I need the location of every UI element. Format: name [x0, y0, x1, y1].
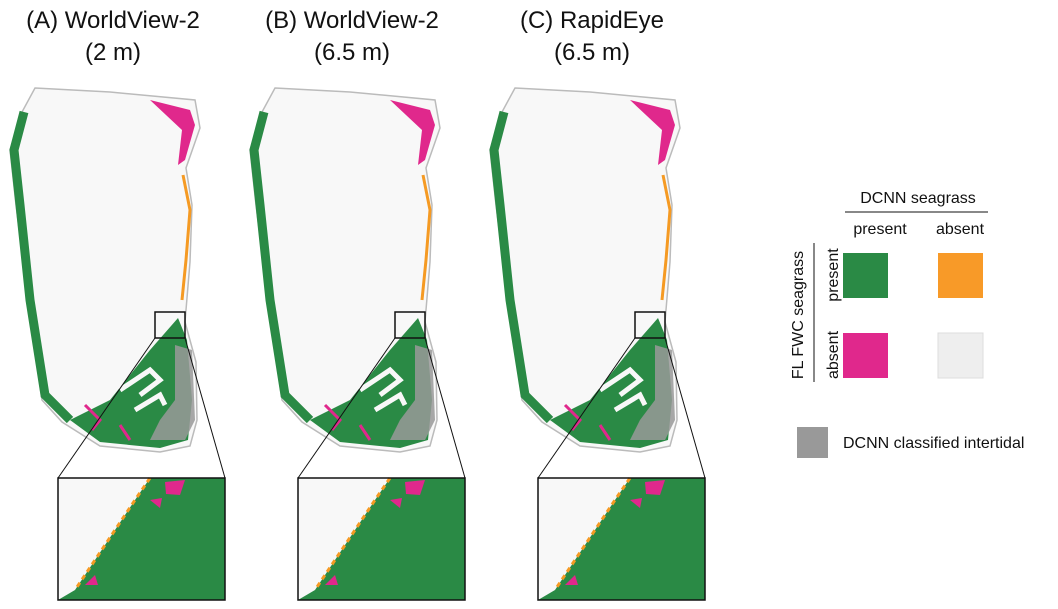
panel-b: (B) WorldView-2 (6.5 m)	[250, 7, 465, 600]
panel-subtitle: (6.5 m)	[554, 39, 630, 66]
panel-a: (A) WorldView-2 (2 m)	[10, 7, 225, 600]
legend-row: present	[825, 248, 842, 302]
map	[10, 88, 225, 600]
panel-subtitle: (6.5 m)	[314, 39, 390, 66]
legend-column-header: DCNN seagrass	[860, 190, 976, 207]
panel-title: (C) RapidEye	[520, 7, 664, 34]
legend-intertidal: DCNN classified intertidal	[843, 435, 1024, 452]
swatch	[843, 253, 888, 298]
swatch	[797, 427, 828, 458]
legend-row-header: FL FWC seagrass	[790, 251, 807, 379]
map	[490, 88, 705, 600]
swatch	[938, 333, 983, 378]
map	[250, 88, 465, 600]
panel-c: (C) RapidEye (6.5 m)	[490, 7, 705, 600]
swatch	[843, 333, 888, 378]
panel-subtitle: (2 m)	[85, 39, 141, 66]
panel-title: (A) WorldView-2	[26, 7, 200, 34]
legend-column: absent	[936, 221, 985, 238]
swatch	[938, 253, 983, 298]
figure: (A) WorldView-2 (2 m) (B) WorldView-2 (6…	[0, 0, 1058, 604]
legend-column: present	[853, 221, 907, 238]
legend: DCNN seagrass present absent FL FWC seag…	[790, 190, 1024, 458]
legend-row: absent	[825, 330, 842, 379]
panel-title: (B) WorldView-2	[265, 7, 439, 34]
